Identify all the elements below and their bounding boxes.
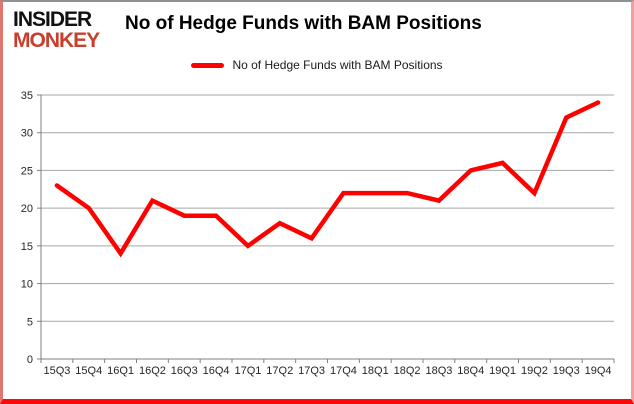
insider-monkey-logo: INSIDER MONKEY (13, 8, 100, 52)
x-tick-label: 19Q3 (553, 365, 580, 377)
x-tick-label: 16Q1 (107, 365, 134, 377)
y-tick-label: 25 (21, 165, 33, 177)
x-tick-label: 19Q4 (585, 365, 612, 377)
y-tick-label: 0 (27, 354, 33, 366)
x-tick-label: 16Q3 (171, 365, 198, 377)
legend-line-swatch (191, 62, 225, 68)
line-chart: 0 5 10 15 20 25 30 35 15Q3 15Q4 16Q1 16Q2 16Q3 16Q4 17… (21, 90, 615, 377)
y-tick-label: 35 (21, 90, 33, 102)
series-line (54, 100, 601, 258)
x-tick-label: 19Q2 (521, 365, 548, 377)
logo-text-monkey: MONKEY (13, 29, 100, 52)
x-tick-label: 16Q2 (139, 365, 166, 377)
legend: No of Hedge Funds with BAM Positions (3, 57, 631, 73)
x-tick-label: 18Q3 (425, 365, 452, 377)
y-tick-label: 10 (21, 279, 33, 291)
y-tick-label: 5 (27, 316, 33, 328)
legend-label: No of Hedge Funds with BAM Positions (232, 58, 443, 72)
x-tick-label: 16Q4 (203, 365, 230, 377)
x-tick-label: 15Q4 (75, 365, 102, 377)
x-tick-label: 17Q4 (330, 365, 357, 377)
x-tick-label: 19Q1 (489, 365, 516, 377)
logo-text-insider: INSIDER (13, 8, 92, 31)
x-tick-label: 17Q1 (234, 365, 261, 377)
x-tick-label: 18Q4 (457, 365, 484, 377)
x-tick-label: 15Q3 (43, 365, 70, 377)
x-tick-label: 18Q1 (362, 365, 389, 377)
x-tick-label: 17Q3 (298, 365, 325, 377)
x-tick-label: 18Q2 (394, 365, 421, 377)
x-tick-label: 17Q2 (266, 365, 293, 377)
chart-title: No of Hedge Funds with BAM Positions (125, 13, 482, 34)
y-tick-label: 20 (21, 203, 33, 215)
y-tick-label: 15 (21, 241, 33, 253)
y-tick-label: 30 (21, 128, 33, 140)
